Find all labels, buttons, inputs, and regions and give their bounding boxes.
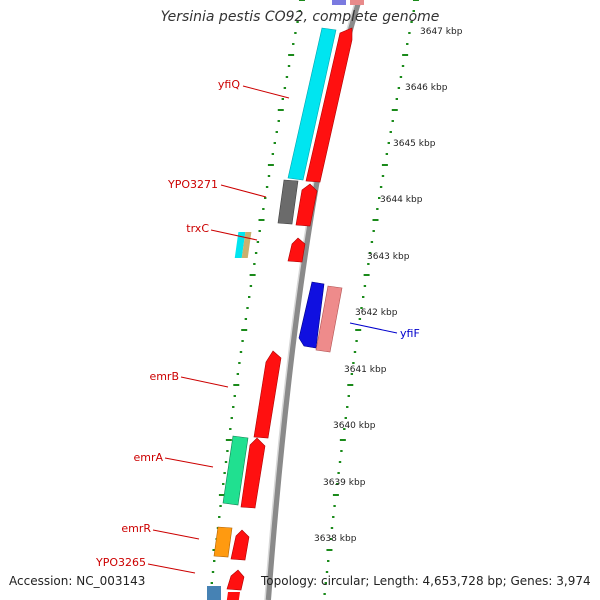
accession-text: Accession: NC_003143 xyxy=(9,574,146,588)
gene-feature-trxc-cyan xyxy=(234,232,246,258)
gene-feature-emra-green xyxy=(222,435,249,506)
callout-line-emrb xyxy=(180,376,229,388)
gene-feature-emrb-red-arrow xyxy=(253,350,282,439)
scale-label-3642: 3642 kbp xyxy=(355,308,398,318)
gene-feature-yfif-pink xyxy=(315,285,343,353)
gene-feature-emrr-red-arrow xyxy=(230,529,250,561)
gene-feature-yfiq-red-arrow xyxy=(305,27,353,183)
callout-line-yfiq xyxy=(242,85,290,99)
gene-feature-bottom-steelblue xyxy=(207,586,221,600)
scale-label-3647: 3647 kbp xyxy=(420,27,463,37)
scale-label-3645: 3645 kbp xyxy=(393,139,436,149)
gene-label-ypo3271: YPO3271 xyxy=(167,178,218,191)
gene-feature-ypo3271-grey xyxy=(277,179,299,225)
gene-feature-top-purple xyxy=(332,0,346,5)
gene-labels: yfiQ YPO3271 trxC emrB emrA emrR YPO3265… xyxy=(95,78,420,569)
gene-label-emrb: emrB xyxy=(149,370,179,383)
callout-line-yfif xyxy=(349,322,398,334)
scale-label-3643: 3643 kbp xyxy=(367,252,410,262)
gene-feature-top-pink xyxy=(350,0,364,5)
callout-line-trxc xyxy=(210,229,258,241)
scale-label-3639: 3639 kbp xyxy=(323,478,366,488)
callout-line-emra xyxy=(164,457,214,468)
scale-label-3646: 3646 kbp xyxy=(405,83,448,93)
gene-label-trxc: trxC xyxy=(186,222,209,235)
gene-feature-trxc-red-arrow xyxy=(287,237,306,263)
scale-label-3641: 3641 kbp xyxy=(344,365,387,375)
gene-label-emra: emrA xyxy=(133,451,163,464)
callout-line-ypo3265 xyxy=(147,563,196,574)
gene-feature-ypo3265-red-arrow xyxy=(226,569,245,591)
gene-feature-yfif-blue xyxy=(298,281,325,349)
gene-label-emrr: emrR xyxy=(121,522,151,535)
gene-feature-emra-red-arrow xyxy=(240,437,266,509)
scale-labels: 3647 kbp 3646 kbp 3645 kbp 3644 kbp 3643… xyxy=(314,27,463,544)
gene-feature-bottom-red xyxy=(226,592,240,600)
genome-summary-text: Topology: circular; Length: 4,653,728 bp… xyxy=(261,574,591,588)
gene-feature-ypo3271-red-arrow xyxy=(295,183,318,227)
gene-label-yfiq: yfiQ xyxy=(218,78,240,91)
gene-feature-yfiq-cyan xyxy=(287,27,337,181)
scale-label-3638: 3638 kbp xyxy=(314,534,357,544)
callout-line-emrr xyxy=(152,529,200,540)
gene-feature-emrr-orange xyxy=(213,526,233,558)
scale-label-3644: 3644 kbp xyxy=(380,195,423,205)
map-title: Yersinia pestis CO92, complete genome xyxy=(160,9,440,25)
callout-line-ypo3271 xyxy=(220,184,267,198)
gene-label-yfif: yfiF xyxy=(400,327,420,340)
right-tick-marks xyxy=(323,0,419,595)
gene-label-ypo3265: YPO3265 xyxy=(95,556,146,569)
scale-label-3640: 3640 kbp xyxy=(333,421,376,431)
